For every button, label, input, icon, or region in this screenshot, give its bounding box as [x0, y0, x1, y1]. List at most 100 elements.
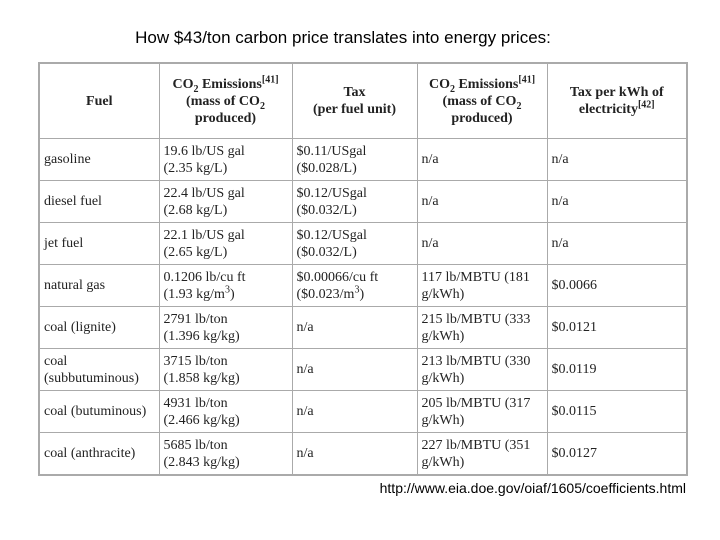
cell-text: n/a [551, 152, 569, 167]
table-cell: n/a [416, 138, 548, 181]
cell-text: 3 [224, 283, 230, 295]
table-body: gasoline 19.6 lb/US gal (2.35 kg/L) $0.11/U… [38, 138, 688, 476]
cell-text: $0.00066/cu ft [296, 269, 379, 285]
cell-line: (1.93 kg/m3) [164, 283, 288, 303]
header-row: Fuel CO2 Emissions[41] (mass of CO2 produce… [38, 62, 688, 139]
header-text: Fuel [86, 93, 113, 109]
header-cell: CO2 Emissions[41] (mass of CO2 produced) [158, 62, 293, 139]
cell-text: (2.68 kg/L) [163, 202, 228, 218]
table-cell: coal (butuminous) [38, 390, 160, 433]
header-text: [42] [637, 99, 655, 111]
title: How $43/ton carbon price translates into… [135, 28, 551, 47]
table-cell: 22.4 lb/US gal (2.68 kg/L) [158, 180, 293, 223]
table-cell: 5685 lb/ton (2.843 kg/kg) [158, 432, 293, 476]
header-text: electricity [578, 102, 638, 117]
cell-text: coal (lignite) [44, 320, 116, 335]
header-text: Tax per kWh of [569, 85, 664, 100]
table-row: coal (subbutuminous) 3715 lb/ton (1.858 kg/… [38, 348, 688, 391]
cell-text: $0.12/USgal [296, 185, 367, 201]
cell-text: 205 lb/MBTU (317 [421, 395, 531, 411]
table-cell: 3715 lb/ton (1.858 kg/kg) [158, 348, 293, 391]
cell-text: ($0.023/m [296, 286, 355, 302]
table-cell: natural gas [38, 264, 160, 307]
table-cell: $0.0119 [546, 348, 688, 391]
table-cell: 227 lb/MBTU (351 g/kWh) [416, 432, 548, 476]
header-cell: Tax per kWh of electricity[42] [546, 62, 688, 139]
cell-text: g/kWh) [421, 412, 465, 428]
cell-text: 0.1206 lb/cu ft [163, 269, 246, 285]
table-row: coal (lignite) 2791 lb/ton (1.396 kg/kg) n/… [38, 306, 688, 349]
cell-text: 22.1 lb/US gal [163, 227, 245, 243]
table-cell: jet fuel [38, 222, 160, 265]
header-text: [41] [261, 73, 279, 85]
table-cell: coal (lignite) [38, 306, 160, 349]
header-line: (per fuel unit) [297, 101, 413, 118]
cell-text: $0.0119 [551, 362, 597, 377]
header-line: Tax per kWh of [552, 84, 683, 101]
cell-text: natural gas [44, 278, 106, 293]
table-cell: diesel fuel [38, 180, 160, 223]
table: Fuel CO2 Emissions[41] (mass of CO2 produce… [38, 62, 688, 476]
table-cell: 213 lb/MBTU (330 g/kWh) [416, 348, 548, 391]
table-cell: n/a [546, 138, 688, 181]
header-line: produced) [164, 110, 288, 127]
header-line: electricity[42] [552, 99, 683, 118]
cell-text: 4931 lb/ton [163, 395, 228, 411]
cell-text: g/kWh) [421, 328, 465, 344]
cell-text: n/a [551, 194, 569, 209]
table-cell: $0.11/USgal ($0.028/L) [291, 138, 418, 181]
table-cell: $0.0121 [546, 306, 688, 349]
cell-text: 117 lb/MBTU (181 [421, 269, 530, 285]
header-text: CO [172, 76, 194, 92]
cell-text: $0.0115 [551, 404, 597, 419]
cell-text: $0.0127 [551, 446, 598, 461]
cell-text: n/a [421, 194, 439, 209]
cell-text: (1.858 kg/kg) [163, 370, 240, 386]
cell-text: (subbutuminous) [44, 370, 139, 386]
cell-text: g/kWh) [421, 286, 465, 302]
table-cell: 4931 lb/ton (2.466 kg/kg) [158, 390, 293, 433]
header-text: produced) [194, 110, 257, 126]
cell-text: 22.4 lb/US gal [163, 185, 245, 201]
table-cell: 0.1206 lb/cu ft (1.93 kg/m3) [158, 264, 293, 307]
header-cell: Fuel [38, 62, 160, 139]
table-cell: $0.12/USgal ($0.032/L) [291, 180, 418, 223]
cell-text: $0.0121 [551, 320, 598, 335]
header-line: (mass of CO2 [164, 93, 288, 112]
cell-text: $0.11/USgal [296, 143, 367, 159]
header-text: 2 [449, 83, 455, 95]
header-text: 2 [193, 83, 199, 95]
cell-text: g/kWh) [421, 454, 465, 470]
cell-text: g/kWh) [421, 370, 465, 386]
header-text: 2 [259, 100, 265, 112]
table-cell: n/a [291, 348, 418, 391]
cell-text: (2.466 kg/kg) [163, 412, 240, 428]
cell-text: ($0.028/L) [296, 160, 357, 176]
table-cell: $0.0066 [546, 264, 688, 307]
cell-text: n/a [421, 236, 439, 251]
table-cell: 22.1 lb/US gal (2.65 kg/L) [158, 222, 293, 265]
cell-text: (1.396 kg/kg) [163, 328, 240, 344]
table-row: natural gas 0.1206 lb/cu ft (1.93 kg/m3) $0… [38, 264, 688, 307]
table-row: jet fuel 22.1 lb/US gal (2.65 kg/L) $0.12/U… [38, 222, 688, 265]
cell-text: $0.0066 [551, 278, 598, 293]
table-cell: coal (subbutuminous) [38, 348, 160, 391]
cell-text: (2.65 kg/L) [163, 244, 228, 260]
cell-text: 3 [354, 283, 360, 295]
header-text: Emissions [198, 76, 262, 92]
header-cell: Tax (per fuel unit) [291, 62, 418, 139]
header-line: produced) [422, 110, 543, 127]
table-cell: n/a [291, 306, 418, 349]
table-row: gasoline 19.6 lb/US gal (2.35 kg/L) $0.11/U… [38, 138, 688, 181]
table-cell: $0.0127 [546, 432, 688, 476]
cell-text: (2.843 kg/kg) [163, 454, 240, 470]
table-cell: 117 lb/MBTU (181 g/kWh) [416, 264, 548, 307]
header-line: Fuel [44, 93, 155, 110]
header-text: [41] [518, 73, 536, 85]
cell-text: ($0.032/L) [296, 244, 357, 260]
cell-text: n/a [296, 404, 314, 419]
table-cell: n/a [291, 390, 418, 433]
cell-text: n/a [296, 320, 314, 335]
cell-text: ) [359, 286, 365, 302]
